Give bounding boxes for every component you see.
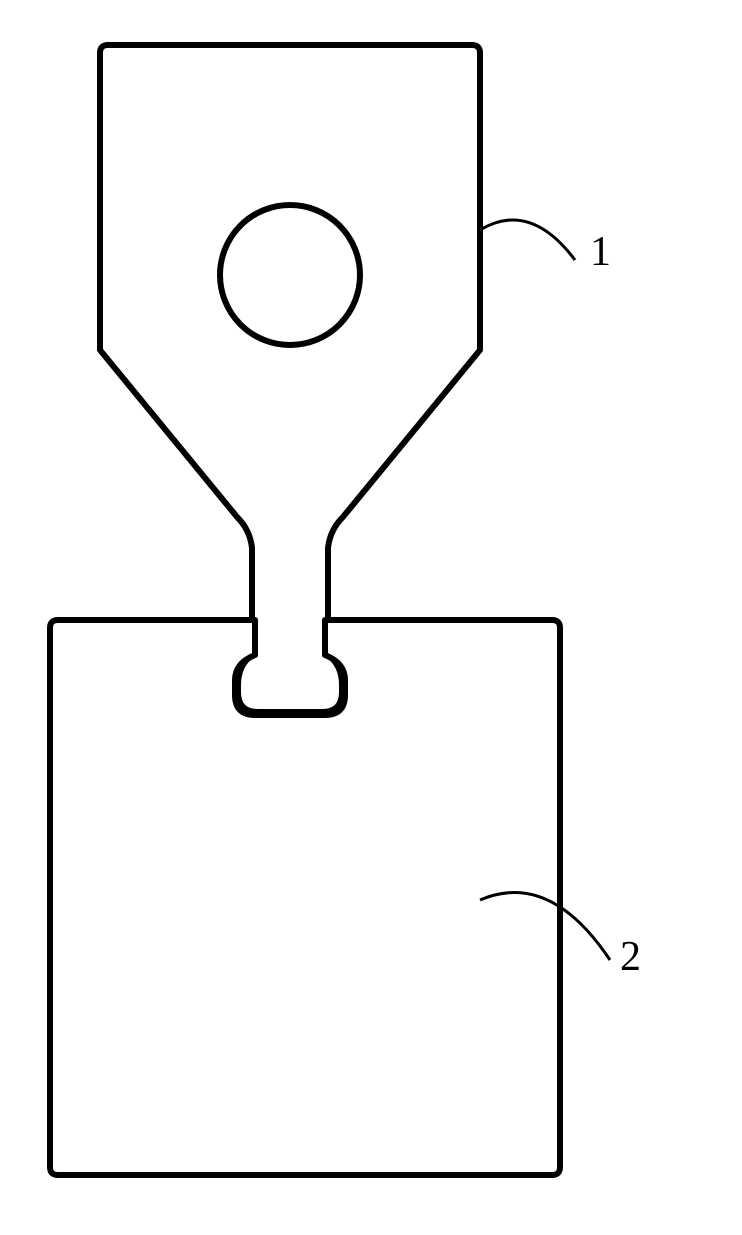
label-2: 2 xyxy=(620,934,641,980)
diagram-svg: 12 xyxy=(0,0,742,1230)
leader-line-1 xyxy=(480,220,575,260)
upper-part-hole xyxy=(220,205,360,345)
technical-diagram: 12 xyxy=(0,0,742,1230)
label-1: 1 xyxy=(590,229,611,275)
upper-part xyxy=(100,45,480,712)
